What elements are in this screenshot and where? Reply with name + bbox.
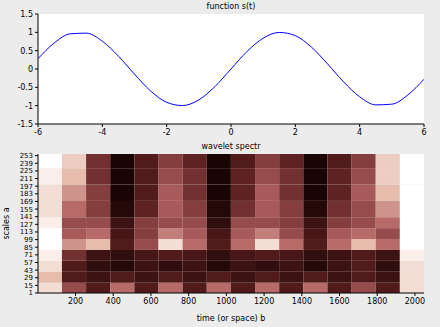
- svg-text:0: 0: [28, 65, 33, 74]
- svg-text:99: 99: [24, 236, 33, 244]
- svg-text:239: 239: [20, 160, 33, 168]
- svg-text:2000: 2000: [405, 297, 425, 306]
- svg-text:time (or space) b: time (or space) b: [197, 314, 266, 323]
- svg-text:0: 0: [228, 128, 233, 137]
- svg-text:57: 57: [24, 259, 33, 267]
- svg-text:-2: -2: [163, 128, 171, 137]
- svg-text:43: 43: [24, 267, 33, 275]
- svg-text:85: 85: [24, 244, 33, 252]
- svg-text:-1.5: -1.5: [17, 120, 33, 129]
- svg-text:4: 4: [357, 128, 362, 137]
- svg-text:155: 155: [20, 206, 33, 214]
- svg-text:400: 400: [106, 297, 121, 306]
- svg-text:113: 113: [20, 228, 33, 236]
- svg-text:1.5: 1.5: [20, 10, 33, 19]
- svg-text:225: 225: [20, 167, 33, 175]
- html-text:function s(t): function s(t): [206, 2, 256, 11]
- svg-text:6: 6: [421, 128, 426, 137]
- svg-text:600: 600: [143, 297, 158, 306]
- html-text:wavelet spectr: wavelet spectr: [201, 142, 261, 151]
- svg-text:1000: 1000: [216, 297, 236, 306]
- svg-text:169: 169: [20, 198, 33, 206]
- svg-text:253: 253: [20, 152, 33, 160]
- svg-text:29: 29: [24, 274, 33, 282]
- svg-text:1: 1: [29, 289, 33, 297]
- svg-text:183: 183: [20, 190, 33, 198]
- svg-text:800: 800: [181, 297, 196, 306]
- svg-text:15: 15: [24, 282, 33, 290]
- svg-text:1600: 1600: [329, 297, 349, 306]
- svg-text:197: 197: [20, 183, 33, 191]
- svg-text:127: 127: [20, 221, 33, 229]
- svg-text:-4: -4: [98, 128, 106, 137]
- svg-text:scales a: scales a: [2, 207, 11, 239]
- svg-text:71: 71: [24, 251, 33, 259]
- svg-text:0.5: 0.5: [20, 47, 33, 56]
- svg-text:1800: 1800: [367, 297, 387, 306]
- svg-text:200: 200: [68, 297, 83, 306]
- svg-text:-6: -6: [34, 128, 42, 137]
- svg-text:-1: -1: [25, 102, 33, 111]
- svg-text:211: 211: [20, 175, 33, 183]
- svg-text:2: 2: [293, 128, 298, 137]
- svg-text:-0.5: -0.5: [17, 83, 33, 92]
- svg-text:1200: 1200: [254, 297, 274, 306]
- svg-text:141: 141: [20, 213, 33, 221]
- svg-text:1: 1: [28, 28, 33, 37]
- svg-text:1400: 1400: [292, 297, 312, 306]
